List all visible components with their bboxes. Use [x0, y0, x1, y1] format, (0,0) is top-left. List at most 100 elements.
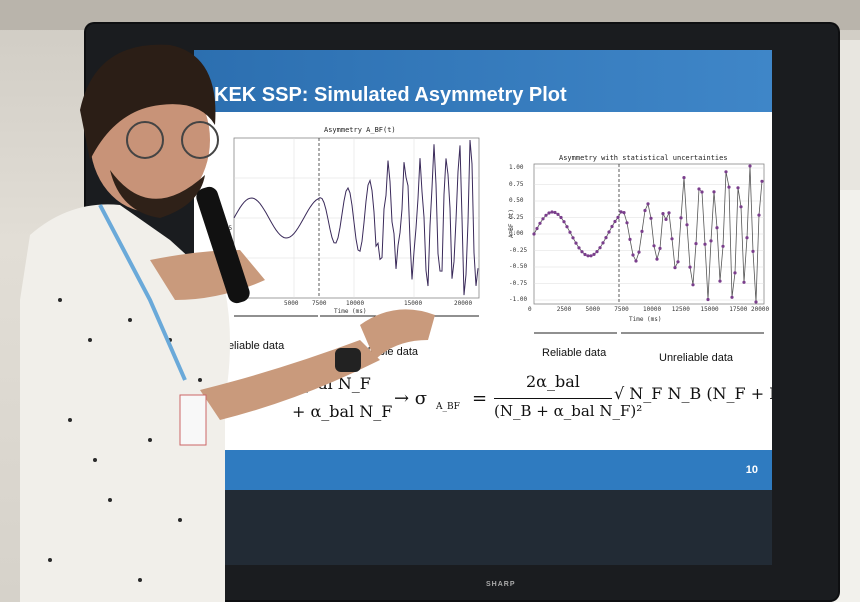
data-marker [568, 230, 572, 234]
data-marker [760, 179, 764, 183]
right-x-tick: 15000 [700, 306, 719, 313]
data-marker [652, 244, 656, 248]
data-marker [733, 271, 737, 275]
data-marker [637, 250, 641, 254]
data-marker [715, 226, 719, 230]
data-marker [538, 221, 542, 225]
right-x-tick: 10000 [643, 306, 662, 313]
data-marker [694, 242, 698, 246]
right-y-tick: 1.00 [509, 164, 524, 171]
data-marker [631, 253, 635, 257]
data-marker [589, 254, 593, 258]
data-marker [703, 242, 707, 246]
formula-subscript: A_BF [436, 402, 460, 412]
right-plot-title: Asymmetry with statistical uncertainties [559, 154, 728, 162]
data-marker [595, 250, 599, 254]
data-marker [556, 212, 560, 216]
right-x-label: Time (ms) [629, 316, 662, 323]
right-y-tick: -0.25 [509, 246, 528, 254]
data-marker [742, 280, 746, 284]
page-number: 10 [745, 464, 758, 476]
right-x-tick: 12500 [671, 306, 690, 313]
left-x-tick: 10000 [346, 300, 365, 307]
right-y-tick: -1.00 [509, 296, 528, 303]
display-screen: KEK SSP: Simulated Asymmetry Plot Asymme… [194, 50, 772, 565]
data-marker [592, 252, 596, 256]
left-plot-title: Asymmetry A_BF(t) [324, 126, 396, 134]
formula-equals: = [472, 388, 488, 409]
right-y-tick: 0.25 [509, 213, 524, 221]
data-marker [565, 225, 569, 229]
data-marker [685, 223, 689, 227]
left-reliable-label: Reliable data [220, 340, 285, 352]
data-marker [706, 297, 710, 302]
data-marker [757, 213, 761, 217]
formula-arrow-sigma: → σ [394, 388, 428, 409]
data-marker [664, 217, 668, 221]
data-marker [550, 210, 554, 214]
right-x-tick: 7500 [614, 306, 629, 313]
data-marker [736, 186, 740, 190]
left-plot-svg [233, 137, 480, 317]
data-marker [679, 216, 683, 220]
data-marker [640, 229, 644, 233]
data-marker [688, 265, 692, 269]
data-marker [586, 254, 590, 258]
data-marker [604, 236, 608, 240]
monitor-brand: SHARP [486, 581, 516, 588]
asymmetry-formula: α_bal N_F + α_bal N_F → σ A_BF = 2α_bal … [204, 370, 772, 440]
data-marker [583, 252, 587, 257]
data-marker [748, 164, 752, 168]
data-marker [724, 170, 728, 174]
data-marker [559, 215, 563, 220]
data-marker [601, 241, 605, 245]
data-marker [613, 219, 617, 224]
data-marker [670, 237, 674, 241]
data-marker [700, 190, 704, 194]
data-marker [649, 216, 653, 220]
data-marker [745, 236, 749, 240]
data-marker [712, 190, 716, 194]
data-marker [625, 221, 629, 225]
data-marker [667, 211, 671, 215]
right-plot-svg [532, 163, 765, 334]
slide-footer: 10 [194, 450, 772, 490]
right-reliable-label: Reliable data [542, 347, 607, 359]
right-x-tick: 20000 [751, 306, 770, 313]
data-marker [571, 236, 575, 240]
left-x-tick: 7500 [312, 300, 327, 307]
data-marker [739, 205, 743, 209]
data-marker [544, 213, 548, 217]
data-marker [682, 176, 686, 180]
data-marker [610, 224, 614, 229]
formula-lhs-denominator: + α_bal N_F [292, 402, 393, 421]
data-marker [721, 244, 725, 248]
data-marker [730, 295, 734, 299]
screen-lower-area [194, 490, 772, 565]
left-plot: Asymmetry A_BF(t) -0.25 5000 7500 10000 … [214, 120, 484, 330]
data-marker [562, 220, 566, 224]
right-y-tick: 0.00 [509, 230, 524, 237]
data-marker [535, 226, 539, 231]
slide-title: KEK SSP: Simulated Asymmetry Plot [214, 84, 567, 106]
data-marker [607, 230, 611, 234]
data-marker [541, 217, 545, 221]
data-marker [697, 187, 701, 191]
data-marker [754, 300, 758, 304]
slide-header: KEK SSP: Simulated Asymmetry Plot [194, 50, 772, 112]
right-unreliable-label: Unreliable data [659, 352, 733, 364]
right-y-tick: 0.75 [509, 180, 524, 188]
data-marker [574, 241, 578, 245]
data-marker [751, 249, 755, 253]
right-x-tick: 0 [528, 306, 532, 313]
data-marker [673, 266, 677, 270]
data-marker [709, 239, 713, 243]
data-marker [619, 210, 623, 214]
formula-rhs-numerator: 2α_bal [526, 372, 580, 391]
data-marker [691, 283, 695, 287]
right-x-tick: 2500 [556, 306, 572, 313]
data-marker [727, 185, 731, 189]
data-marker [616, 215, 620, 219]
data-marker [622, 211, 626, 215]
right-y-tick: -0.75 [509, 279, 528, 287]
